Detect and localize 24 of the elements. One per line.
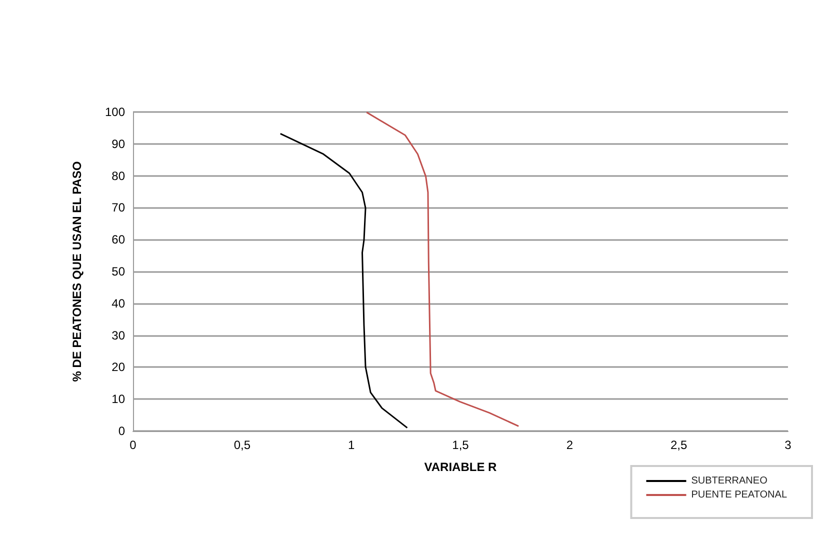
legend-label: SUBTERRANEO (691, 476, 768, 486)
x-axis-title: VARIABLE R (424, 460, 498, 474)
y-tick-label: 20 (112, 360, 126, 374)
x-tick-label: 0,5 (234, 438, 251, 452)
x-tick-label: 0 (130, 438, 137, 452)
y-tick-label: 60 (112, 232, 126, 247)
y-tick-label: 0 (118, 424, 126, 438)
legend-label: PUENTE PEATONAL (691, 490, 788, 500)
x-tick-label: 1 (348, 438, 355, 452)
y-tick-label: 40 (112, 296, 126, 310)
y-axis-title: % DE PEATONES QUE USAN EL PASO (70, 161, 84, 382)
x-tick-label: 3 (784, 438, 792, 452)
y-tick-label: 30 (112, 328, 126, 342)
y-tick-label: 10 (112, 392, 126, 406)
y-tick-label: 100 (104, 105, 126, 119)
y-tick-label: 80 (112, 168, 126, 183)
x-tick-label: 2 (566, 438, 574, 452)
line-series (280, 132, 408, 429)
y-tick-label: 70 (112, 200, 126, 215)
line-series (366, 112, 520, 427)
y-tick-label: 50 (112, 264, 126, 278)
x-tick-label: 2,5 (670, 438, 688, 452)
x-tick-label: 1,5 (452, 438, 470, 452)
y-tick-label: 90 (112, 136, 126, 151)
